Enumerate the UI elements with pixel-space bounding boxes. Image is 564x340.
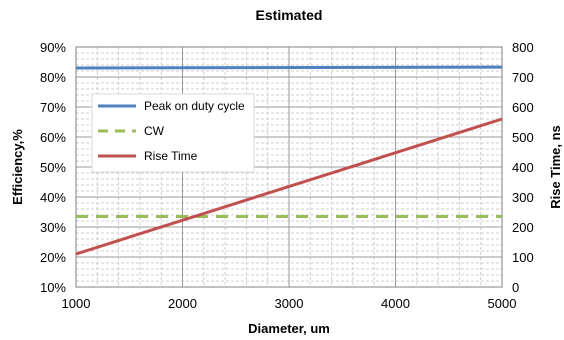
series-layer: [75, 65, 503, 256]
y-tick-label: 90%: [40, 40, 66, 55]
y-axis-ticks: 10% 20% 30% 40% 50% 60% 70% 80% 90%: [40, 40, 66, 295]
y-tick-label: 30%: [40, 220, 66, 235]
y-tick-label: 10%: [40, 280, 66, 295]
chart-title: Estimated: [256, 7, 323, 23]
y2-tick-label: 600: [512, 100, 534, 115]
x-tick-label: 1000: [62, 296, 91, 311]
series-line-peak-on-duty-cycle: [75, 65, 503, 70]
y-tick-label: 20%: [40, 250, 66, 265]
y2-tick-label: 200: [512, 220, 534, 235]
legend-label-peak-on-duty-cycle: Peak on duty cycle: [144, 99, 245, 113]
y2-tick-label: 400: [512, 160, 534, 175]
legend-label-rise-time: Rise Time: [144, 149, 198, 163]
series-line-rise-time: [75, 117, 503, 256]
y2-axis-title: Rise Time, ns: [548, 125, 563, 209]
x-axis-title: Diameter, um: [248, 321, 330, 336]
y2-tick-label: 700: [512, 70, 534, 85]
y2-axis-ticks: 0 100 200 300 400 500 600 700 800: [512, 40, 534, 295]
y-tick-label: 70%: [40, 100, 66, 115]
y2-tick-label: 800: [512, 40, 534, 55]
x-tick-label: 4000: [381, 296, 410, 311]
y-tick-label: 80%: [40, 70, 66, 85]
x-axis-ticks: 1000 2000 3000 4000 5000: [62, 296, 517, 311]
legend-label-cw: CW: [144, 124, 165, 138]
legend: Peak on duty cycle CW Rise Time: [91, 93, 255, 173]
y-axis-title: Efficiency,%: [10, 129, 25, 205]
x-tick-label: 2000: [168, 296, 197, 311]
y-tick-label: 60%: [40, 130, 66, 145]
y2-tick-label: 0: [512, 280, 519, 295]
y-tick-label: 40%: [40, 190, 66, 205]
y2-tick-label: 100: [512, 250, 534, 265]
y-tick-label: 50%: [40, 160, 66, 175]
x-tick-label: 3000: [275, 296, 304, 311]
plot-area-border: [75, 46, 503, 288]
y2-tick-label: 300: [512, 190, 534, 205]
y2-tick-label: 500: [512, 130, 534, 145]
x-tick-label: 5000: [488, 296, 517, 311]
